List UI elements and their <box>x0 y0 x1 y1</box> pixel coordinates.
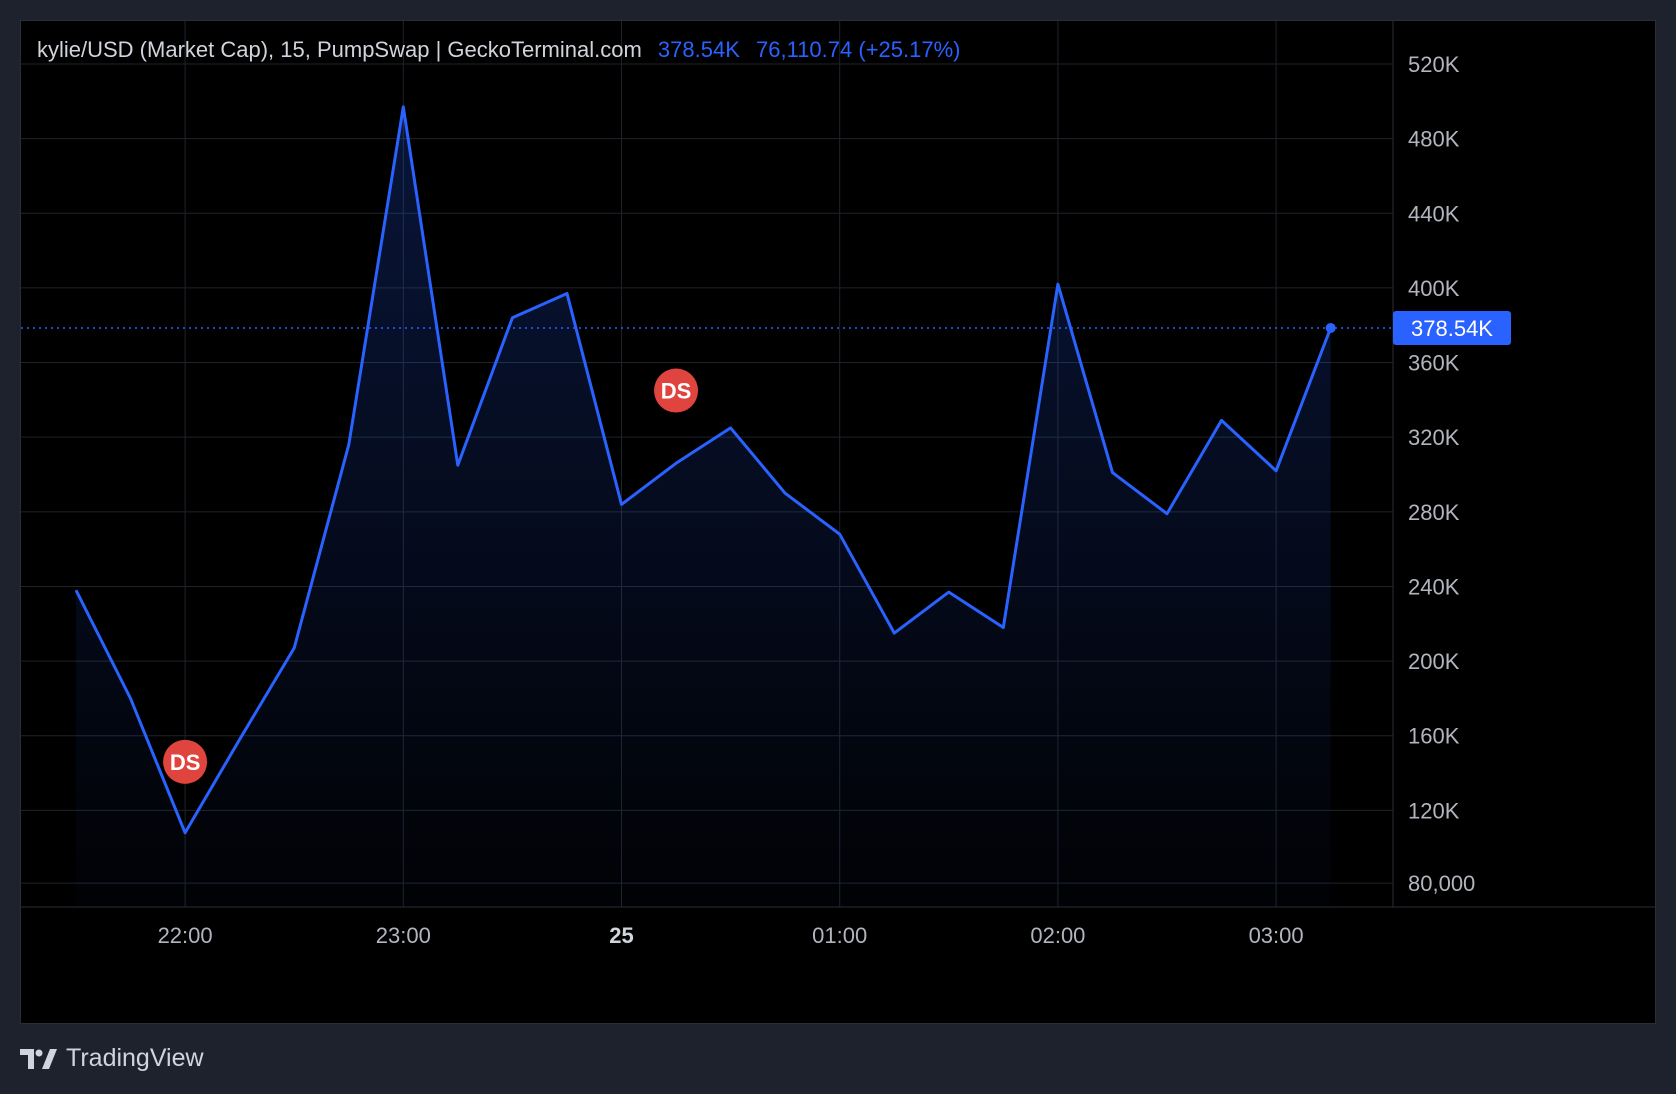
legend-change: 76,110.74 (+25.17%) <box>756 37 961 62</box>
price-axis-label: 520K <box>1408 52 1460 77</box>
ds-marker[interactable]: DS <box>163 739 208 784</box>
price-axis-label: 360K <box>1408 351 1460 376</box>
time-axis[interactable]: 22:00 23:00 25 01:00 02:00 03:00 <box>158 923 1304 948</box>
ds-marker[interactable]: DS <box>654 368 699 413</box>
price-badge-box <box>1393 310 1511 345</box>
price-axis-label: 440K <box>1408 201 1460 226</box>
ds-marker-circle <box>163 739 208 784</box>
chart-frame[interactable]: DS DS 80,000 120K 160K 200K 240K 280K 320K 360K 4… <box>20 20 1656 1024</box>
price-axis[interactable]: 80,000 120K 160K 200K 240K 280K 320K 360K 400K 44… <box>1408 52 1475 896</box>
price-axis-label: 400K <box>1408 276 1460 301</box>
chart-plot[interactable]: DS DS 80,000 120K 160K 200K 240K 280K 320K 360K 4… <box>21 21 1656 1024</box>
last-point <box>1325 322 1336 333</box>
symbol-title: kylie/USD (Market Cap), 15, PumpSwap | G… <box>37 37 642 62</box>
price-axis-label: 280K <box>1408 500 1460 525</box>
tradingview-logo[interactable]: TradingView <box>20 1044 204 1073</box>
ds-marker-label: DS <box>170 750 201 775</box>
time-axis-label: 01:00 <box>812 923 867 948</box>
event-markers: DS DS <box>163 368 699 784</box>
chart-legend: kylie/USD (Market Cap), 15, PumpSwap | G… <box>37 37 960 63</box>
ds-marker-label: DS <box>661 379 692 404</box>
price-axis-label: 320K <box>1408 425 1460 450</box>
price-badge: 378.54K <box>1393 310 1511 345</box>
tradingview-logo-icon <box>20 1048 57 1069</box>
ds-marker-circle <box>654 368 699 413</box>
legend-last-value: 378.54K <box>657 37 740 62</box>
price-axis-label: 480K <box>1408 127 1460 152</box>
time-axis-label: 25 <box>609 923 633 948</box>
series-area <box>76 106 1331 907</box>
price-axis-label: 160K <box>1408 724 1460 749</box>
time-axis-label: 23:00 <box>376 923 431 948</box>
price-axis-label: 240K <box>1408 574 1460 599</box>
price-axis-label: 80,000 <box>1408 871 1475 896</box>
price-axis-label: 120K <box>1408 798 1460 823</box>
tradingview-wordmark: TradingView <box>66 1044 204 1072</box>
time-axis-label: 03:00 <box>1249 923 1304 948</box>
time-axis-label: 02:00 <box>1030 923 1085 948</box>
price-axis-label: 200K <box>1408 649 1460 674</box>
price-badge-text: 378.54K <box>1411 316 1493 341</box>
series-line <box>74 105 1333 835</box>
time-axis-label: 22:00 <box>158 923 213 948</box>
